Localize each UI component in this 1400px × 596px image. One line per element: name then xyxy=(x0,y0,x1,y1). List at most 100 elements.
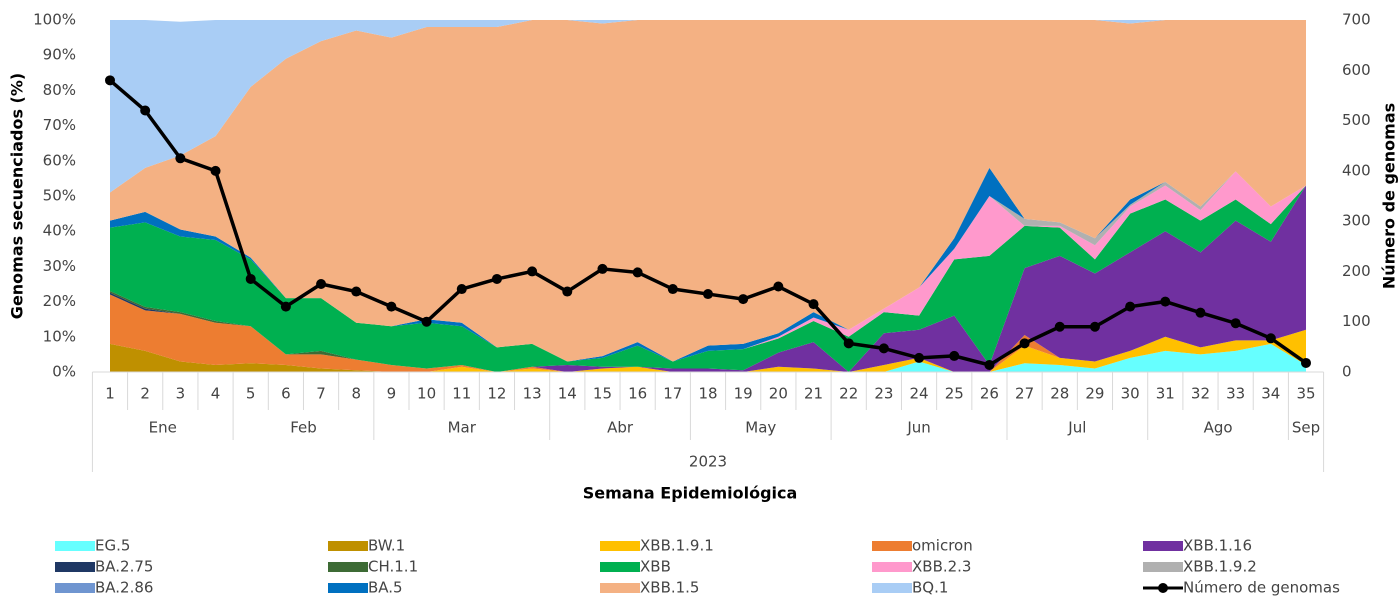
y-tick-label: 0% xyxy=(52,363,76,381)
line-marker xyxy=(738,294,749,305)
x-tick-label: 28 xyxy=(1050,385,1069,403)
month-label: Ene xyxy=(149,419,177,437)
area xyxy=(110,343,1306,372)
x-tick-label: 14 xyxy=(558,385,577,403)
line-marker xyxy=(421,316,432,327)
x-tick-label: 18 xyxy=(698,385,717,403)
y-tick-label: 50% xyxy=(43,187,76,205)
x-tick-label: 31 xyxy=(1156,385,1175,403)
x-tick-label: 2 xyxy=(140,385,150,403)
legend-swatch xyxy=(600,583,640,593)
x-tick-label: 8 xyxy=(351,385,361,403)
line-marker xyxy=(245,273,256,284)
month-label: Jul xyxy=(1067,419,1086,437)
legend-label: XBB.1.5 xyxy=(640,579,699,596)
x-tick-label: 7 xyxy=(316,385,326,403)
legend-label: XBB.1.16 xyxy=(1183,537,1252,555)
y-tick-label: 80% xyxy=(43,81,76,99)
x-tick-label: 23 xyxy=(874,385,893,403)
legend-label: Número de genomas xyxy=(1183,579,1340,596)
legend-label: XBB.1.9.1 xyxy=(640,537,714,555)
x-tick-label: 9 xyxy=(387,385,397,403)
line-marker xyxy=(1019,338,1030,349)
area xyxy=(110,20,1306,193)
legend-swatch xyxy=(600,541,640,551)
line-marker xyxy=(1265,333,1276,344)
x-tick-label: 12 xyxy=(487,385,506,403)
x-tick-label: 19 xyxy=(734,385,753,403)
legend-swatch xyxy=(55,541,95,551)
line-marker xyxy=(491,273,502,284)
y-tick-label: 40% xyxy=(43,222,76,240)
x-tick-label: 6 xyxy=(281,385,291,403)
legend-swatch xyxy=(55,562,95,572)
line-marker xyxy=(175,153,186,164)
line-marker xyxy=(280,301,291,312)
line-marker xyxy=(1089,321,1100,332)
y2-tick-label: 300 xyxy=(1342,212,1371,230)
month-label: Sep xyxy=(1292,419,1320,437)
line-marker xyxy=(597,263,608,274)
legend-swatch xyxy=(600,562,640,572)
y-tick-label: 60% xyxy=(43,151,76,169)
month-label: Feb xyxy=(290,419,317,437)
x-tick-label: 27 xyxy=(1015,385,1034,403)
area xyxy=(110,343,1306,372)
line-marker xyxy=(105,75,115,86)
line-marker xyxy=(210,165,221,176)
legend-label: EG.5 xyxy=(95,537,130,555)
x-tick-label: 30 xyxy=(1121,385,1140,403)
month-label: May xyxy=(745,419,776,437)
x-tick-label: 3 xyxy=(176,385,186,403)
line-marker xyxy=(632,267,643,278)
legend-label: BW.1 xyxy=(368,537,405,555)
legend-swatch xyxy=(1143,562,1183,572)
month-label: Ago xyxy=(1204,419,1233,437)
area xyxy=(110,185,1306,372)
y-tick-label: 70% xyxy=(43,116,76,134)
y-axis-title: Genomas secuenciados (%) xyxy=(8,73,27,319)
line-marker xyxy=(386,301,397,312)
line-marker xyxy=(1230,318,1241,329)
line-marker xyxy=(316,279,327,289)
y-tick-label: 30% xyxy=(43,257,76,275)
x-tick-label: 10 xyxy=(417,385,436,403)
line-marker xyxy=(1160,296,1171,307)
y-tick-label: 10% xyxy=(43,327,76,345)
line-marker xyxy=(984,359,995,370)
x-axis-title: Semana Epidemiológica xyxy=(583,484,798,503)
x-tick-label: 13 xyxy=(523,385,542,403)
y2-tick-label: 600 xyxy=(1342,61,1371,79)
line-marker xyxy=(667,284,678,295)
x-tick-label: 17 xyxy=(663,385,682,403)
legend-swatch xyxy=(1158,583,1168,593)
y-tick-label: 90% xyxy=(43,46,76,64)
year-label: 2023 xyxy=(689,453,727,471)
legend-swatch xyxy=(328,541,368,551)
x-tick-label: 16 xyxy=(628,385,647,403)
legend-swatch xyxy=(328,562,368,572)
legend-swatch xyxy=(328,583,368,593)
line-marker xyxy=(773,281,784,292)
x-tick-label: 4 xyxy=(211,385,221,403)
line-marker xyxy=(140,105,151,116)
line-marker xyxy=(1195,307,1206,318)
x-tick-label: 15 xyxy=(593,385,612,403)
x-tick-label: 21 xyxy=(804,385,823,403)
legend-label: BA.2.86 xyxy=(95,579,153,596)
legend-label: XBB.1.9.2 xyxy=(1183,558,1257,576)
area xyxy=(110,171,1306,362)
legend-label: XBB.2.3 xyxy=(912,558,971,576)
line-marker xyxy=(914,352,925,363)
y2-tick-label: 200 xyxy=(1342,262,1371,280)
legend-swatch xyxy=(872,541,912,551)
x-tick-label: 25 xyxy=(945,385,964,403)
legend-label: CH.1.1 xyxy=(368,558,418,576)
x-tick-label: 29 xyxy=(1085,385,1104,403)
y2-tick-label: 100 xyxy=(1342,312,1371,330)
x-tick-label: 33 xyxy=(1226,385,1245,403)
line-marker xyxy=(949,350,960,361)
line-marker xyxy=(456,284,467,295)
line-marker xyxy=(1054,321,1065,332)
